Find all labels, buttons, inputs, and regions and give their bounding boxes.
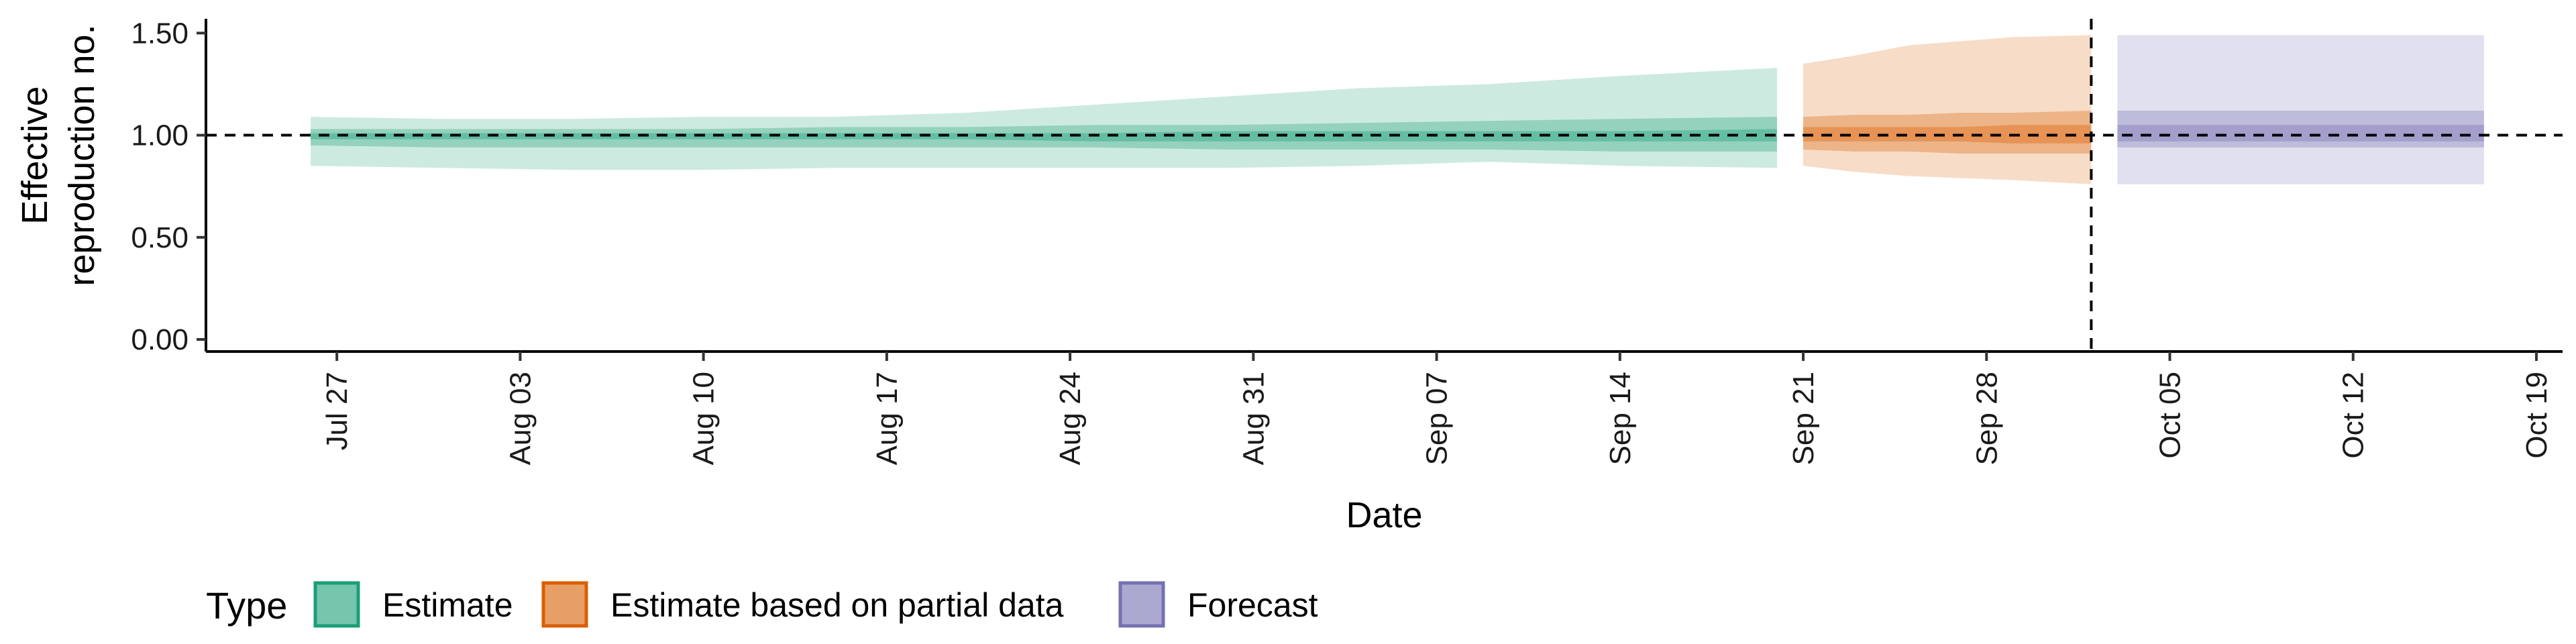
legend-key-forecast bbox=[1118, 581, 1165, 628]
x-tick-label: Aug 17 bbox=[871, 372, 904, 465]
y-tick-label: 0.50 bbox=[131, 221, 189, 254]
estimate-band-20 bbox=[311, 129, 1777, 142]
x-tick-label: Sep 28 bbox=[1970, 372, 2003, 465]
x-tick-label: Sep 14 bbox=[1604, 372, 1637, 465]
legend-label-forecast: Forecast bbox=[1187, 586, 1318, 624]
estimate-based-on-partial-data-band-50 bbox=[1803, 111, 2092, 154]
estimate-band-50 bbox=[311, 117, 1777, 152]
x-tick-label: Aug 10 bbox=[688, 372, 720, 465]
axes: 0.00 0.50 1.00 1.50 Jul 27 Aug 03 Aug 10 Aug 17… bbox=[131, 17, 2563, 465]
forecast-band-50 bbox=[2117, 111, 2484, 148]
x-tick-label: Jul 27 bbox=[321, 372, 354, 450]
reference-lines bbox=[206, 19, 2563, 352]
y-tick-label: 1.50 bbox=[131, 17, 189, 50]
x-tick-label: Oct 19 bbox=[2520, 372, 2553, 459]
x-tick-label: Sep 07 bbox=[1421, 372, 1454, 465]
x-tick-label: Oct 05 bbox=[2154, 372, 2187, 459]
x-axis-title: Date bbox=[1346, 495, 1422, 535]
x-tick-label: Aug 03 bbox=[504, 372, 537, 465]
y-axis-title-line-1: Effective bbox=[15, 86, 55, 224]
y-axis-title: Effective reproduction no. bbox=[15, 24, 102, 286]
legend-key-estimate bbox=[313, 581, 360, 628]
forecast-band-90 bbox=[2117, 35, 2484, 184]
x-tick-label: Aug 31 bbox=[1237, 372, 1270, 465]
x-tick-label: Sep 21 bbox=[1787, 372, 1820, 465]
y-tick-label: 0.00 bbox=[131, 323, 189, 356]
legend-label-estimate-based-on-partial-data: Estimate based on partial data bbox=[610, 586, 1064, 624]
x-tick-label: Aug 24 bbox=[1054, 372, 1087, 465]
legend-key-estimate-based-on-partial-data bbox=[541, 581, 588, 628]
ribbon-bands bbox=[311, 35, 2484, 184]
legend: Type Estimate Estimate based on partial da… bbox=[206, 581, 1318, 628]
estimate-based-on-partial-data-band-90 bbox=[1803, 35, 2092, 184]
y-tick-label: 1.00 bbox=[131, 119, 189, 152]
legend-label-estimate: Estimate bbox=[382, 586, 513, 624]
forecast-band-20 bbox=[2117, 125, 2484, 142]
legend-title: Type bbox=[206, 584, 287, 627]
y-axis-title-line-2: reproduction no. bbox=[62, 24, 102, 286]
x-tick-label: Oct 12 bbox=[2337, 372, 2370, 459]
estimate-band-90 bbox=[311, 68, 1777, 170]
estimate-based-on-partial-data-band-20 bbox=[1803, 125, 2092, 144]
